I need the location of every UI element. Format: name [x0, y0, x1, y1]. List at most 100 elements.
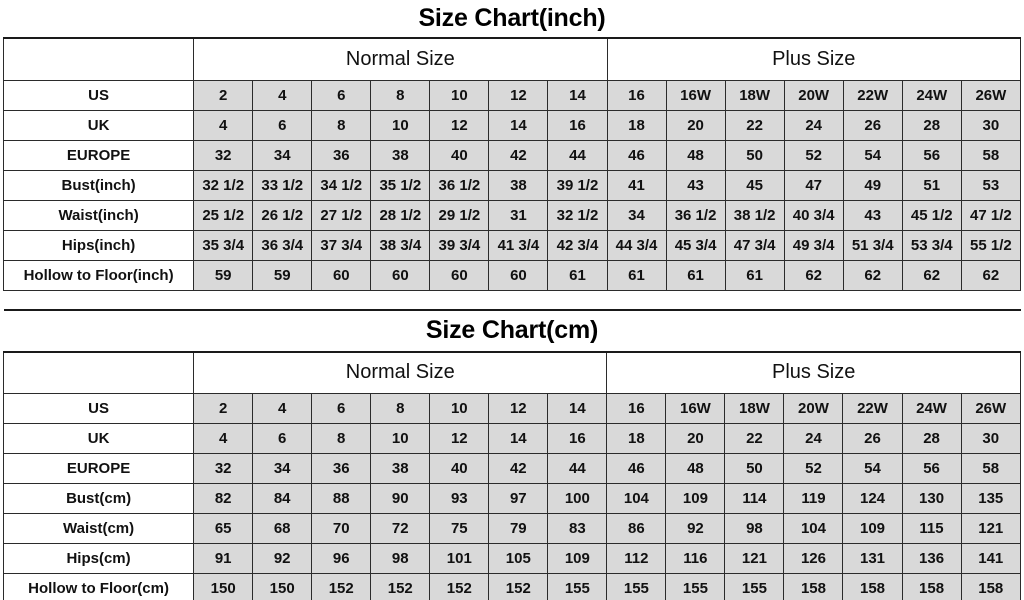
cell: 54	[842, 139, 903, 171]
group-header-normal-inch: Normal Size	[193, 37, 608, 81]
cell: 22	[724, 423, 785, 454]
cell: 14	[547, 79, 608, 111]
cell: 45 3/4	[665, 229, 726, 261]
cell: 14	[488, 423, 549, 454]
cell: 98	[724, 513, 785, 544]
cell: 31	[488, 199, 549, 231]
cell: 20W	[783, 79, 844, 111]
table-row: US 2 4 6 8 10 12 14 16 16W 18W 20W 22W 2…	[2, 393, 1022, 424]
cell: 35 3/4	[193, 229, 254, 261]
cell: 45	[724, 169, 785, 201]
cell: 32	[193, 139, 254, 171]
cell: 61	[724, 259, 785, 291]
cell: 155	[724, 573, 785, 600]
cell: 104	[783, 513, 844, 544]
cell: 58	[960, 139, 1022, 171]
cell: 40 3/4	[783, 199, 844, 231]
corner-cell-inch	[2, 37, 195, 81]
cell: 136	[901, 543, 962, 574]
cell: 26 1/2	[252, 199, 313, 231]
cell: 124	[842, 483, 903, 514]
row-label-waist-cm: Waist(cm)	[2, 513, 195, 544]
cell: 34	[252, 139, 313, 171]
cell: 60	[311, 259, 372, 291]
cell: 47	[783, 169, 844, 201]
cell: 18	[606, 423, 667, 454]
cell: 41	[606, 169, 667, 201]
table-row: Bust(inch) 32 1/2 33 1/2 34 1/2 35 1/2 3…	[2, 169, 1022, 201]
cell: 53 3/4	[901, 229, 962, 261]
cell: 18W	[724, 393, 785, 424]
cell: 83	[547, 513, 608, 544]
table-row: UK 4 6 8 10 12 14 16 18 20 22 24 26 28 3…	[2, 423, 1022, 454]
group-header-row-inch: Normal Size Plus Size	[2, 37, 1021, 81]
cell: 20	[665, 109, 726, 141]
cell: 60	[370, 259, 431, 291]
cell: 10	[370, 109, 431, 141]
cell: 12	[429, 109, 490, 141]
cell: 37 3/4	[311, 229, 372, 261]
cell: 158	[901, 573, 962, 600]
cell: 59	[193, 259, 254, 291]
cell: 115	[901, 513, 962, 544]
cell: 60	[429, 259, 490, 291]
page-title-inch: Size Chart(inch)	[3, 0, 1021, 39]
cell: 24	[783, 109, 844, 141]
cell: 75	[429, 513, 490, 544]
group-header-row-cm: Normal Size Plus Size	[2, 351, 1021, 394]
cell: 33 1/2	[252, 169, 313, 201]
cell: 79	[488, 513, 549, 544]
cell: 38	[488, 169, 549, 201]
cell: 121	[724, 543, 785, 574]
cell: 16	[547, 109, 608, 141]
cell: 4	[193, 423, 254, 454]
cell: 52	[783, 453, 844, 484]
cell: 34	[606, 199, 667, 231]
table-row: Hips(cm) 91 92 96 98 101 105 109 112 116…	[2, 543, 1022, 574]
cell: 22	[724, 109, 785, 141]
cell: 42 3/4	[547, 229, 608, 261]
cell: 101	[429, 543, 490, 574]
cell: 40	[429, 139, 490, 171]
size-chart-cm-block: Size Chart(cm) Normal Size Plus Size US …	[2, 308, 1022, 600]
cell: 119	[783, 483, 844, 514]
row-label-uk-inch: UK	[2, 109, 195, 141]
cell: 16	[606, 393, 667, 424]
cell: 104	[606, 483, 667, 514]
cell: 155	[606, 573, 667, 600]
cell: 26	[842, 423, 903, 454]
cell: 30	[960, 423, 1022, 454]
cell: 45 1/2	[901, 199, 962, 231]
cell: 18	[606, 109, 667, 141]
cell: 47 1/2	[960, 199, 1022, 231]
cell: 22W	[842, 393, 903, 424]
cell: 8	[370, 393, 431, 424]
cell: 40	[429, 453, 490, 484]
table-row: Hollow to Floor(cm) 150 150 152 152 152 …	[2, 573, 1022, 600]
cell: 20	[665, 423, 726, 454]
cell: 130	[901, 483, 962, 514]
cell: 46	[606, 453, 667, 484]
row-label-waist-inch: Waist(inch)	[2, 199, 195, 231]
cell: 12	[488, 393, 549, 424]
cell: 47 3/4	[724, 229, 785, 261]
cell: 158	[960, 573, 1022, 600]
table-row: EUROPE 32 34 36 38 40 42 44 46 48 50 52 …	[2, 453, 1022, 484]
cell: 10	[429, 393, 490, 424]
cell: 49	[842, 169, 903, 201]
cell: 29 1/2	[429, 199, 490, 231]
cell: 48	[665, 139, 726, 171]
cell: 158	[842, 573, 903, 600]
cell: 96	[311, 543, 372, 574]
cell: 150	[252, 573, 313, 600]
cell: 28	[901, 423, 962, 454]
cell: 91	[193, 543, 254, 574]
cell: 34	[252, 453, 313, 484]
cell: 58	[960, 453, 1022, 484]
group-header-normal-cm: Normal Size	[193, 351, 608, 394]
row-label-bust-inch: Bust(inch)	[2, 169, 195, 201]
cell: 54	[842, 453, 903, 484]
cell: 135	[960, 483, 1022, 514]
cell: 6	[252, 109, 313, 141]
cell: 152	[488, 573, 549, 600]
